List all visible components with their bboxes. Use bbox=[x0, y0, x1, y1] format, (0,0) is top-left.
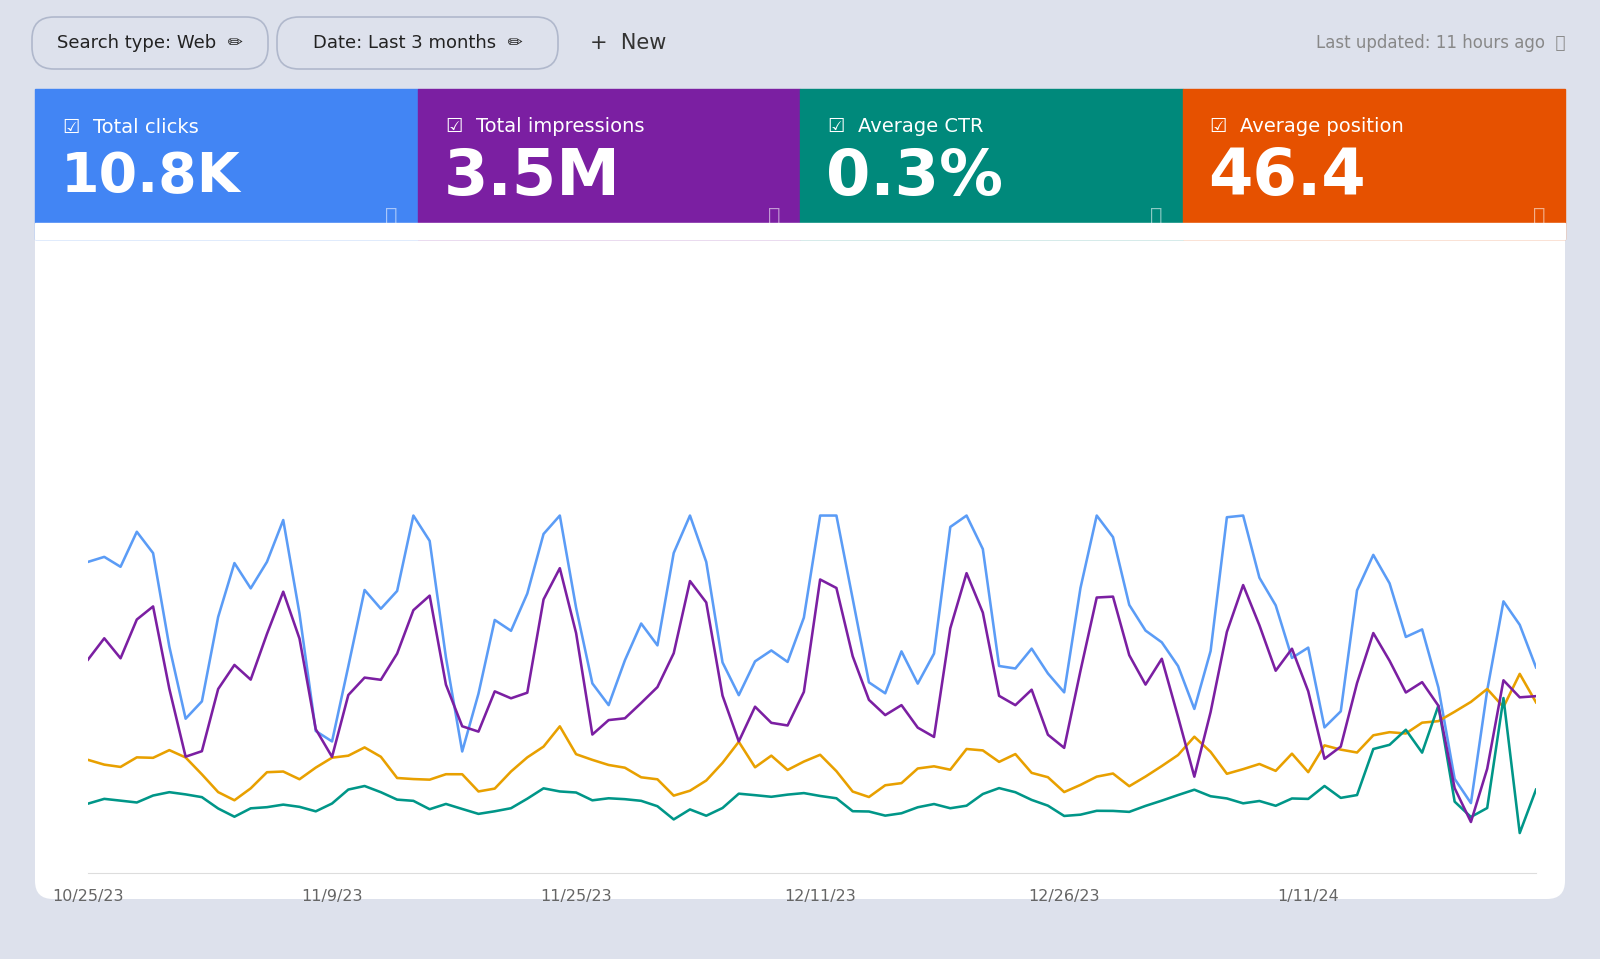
FancyBboxPatch shape bbox=[277, 17, 558, 69]
Text: ⓘ: ⓘ bbox=[768, 207, 781, 227]
Text: Last updated: 11 hours ago  ⓘ: Last updated: 11 hours ago ⓘ bbox=[1315, 34, 1565, 52]
Bar bbox=[35, 89, 418, 239]
Text: 46.4: 46.4 bbox=[1208, 146, 1366, 208]
Text: ☑  Total clicks: ☑ Total clicks bbox=[62, 118, 198, 136]
Text: Date: Last 3 months  ✏: Date: Last 3 months ✏ bbox=[312, 34, 522, 52]
FancyBboxPatch shape bbox=[35, 89, 1565, 899]
Text: ⓘ: ⓘ bbox=[1150, 207, 1163, 227]
Bar bbox=[800, 89, 1182, 239]
FancyBboxPatch shape bbox=[32, 17, 269, 69]
Text: Search type: Web  ✏: Search type: Web ✏ bbox=[58, 34, 243, 52]
Bar bbox=[418, 89, 800, 239]
Text: ☑  Total impressions: ☑ Total impressions bbox=[445, 118, 643, 136]
Text: ☑  Average position: ☑ Average position bbox=[1211, 118, 1405, 136]
Bar bbox=[35, 223, 1565, 239]
Bar bbox=[1182, 89, 1565, 239]
Text: ⓘ: ⓘ bbox=[386, 207, 398, 227]
Text: ⓘ: ⓘ bbox=[1533, 207, 1546, 227]
Text: 0.3%: 0.3% bbox=[826, 146, 1003, 208]
Text: 10.8K: 10.8K bbox=[61, 150, 240, 204]
Text: ☑  Average CTR: ☑ Average CTR bbox=[829, 118, 984, 136]
Text: +  New: + New bbox=[590, 33, 666, 53]
Text: 3.5M: 3.5M bbox=[443, 146, 621, 208]
